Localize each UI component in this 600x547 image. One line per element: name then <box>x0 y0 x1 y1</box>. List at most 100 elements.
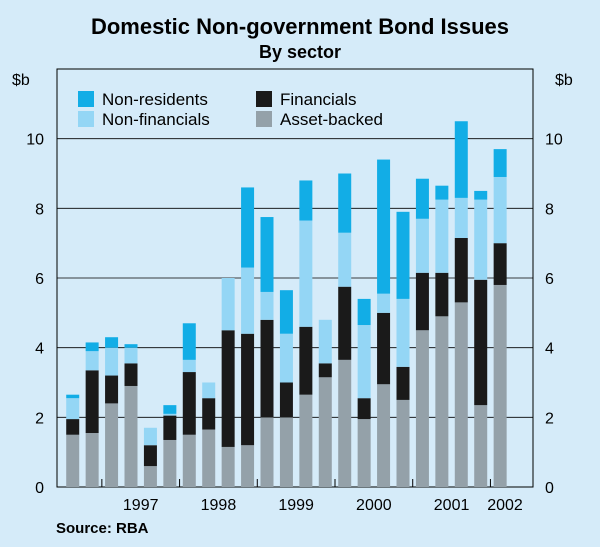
bar-financials-2000-q1 <box>338 286 352 360</box>
x-label-2001: 2001 <box>434 497 470 514</box>
bar-non-financials-1999-q2 <box>279 333 293 383</box>
bar-asset-backed-2000-q2 <box>357 419 371 487</box>
bar-financials-1997-q2 <box>124 363 138 386</box>
bar-financials-2001-q2 <box>435 272 449 317</box>
legend-swatch-non-residents <box>78 91 94 107</box>
bar-non-residents-2000-q2 <box>357 298 371 326</box>
y-axis-unit-right: $b <box>555 72 573 89</box>
legend-swatch-asset-backed <box>256 111 272 127</box>
source-note: Source: RBA <box>56 520 149 537</box>
legend-label-asset-backed: Asset-backed <box>280 110 383 129</box>
bar-asset-backed-1999-q3 <box>299 394 313 487</box>
legend-label-non-residents: Non-residents <box>102 90 208 109</box>
bar-non-residents-1998-q1 <box>182 323 196 360</box>
bar-financials-1997-q3 <box>143 445 157 467</box>
x-label-1998: 1998 <box>201 497 237 514</box>
bar-non-financials-2000-q4 <box>396 298 410 367</box>
bar-non-residents-1999-q3 <box>299 180 313 221</box>
bar-non-financials-1997-q1 <box>105 347 119 376</box>
bar-non-financials-2000-q1 <box>338 232 352 287</box>
bar-asset-backed-1998-q3 <box>221 446 235 487</box>
bar-non-financials-1998-q3 <box>221 278 235 331</box>
legend-swatch-non-financials <box>78 111 94 127</box>
y-tick-right: 0 <box>545 480 554 497</box>
bar-asset-backed-2000-q1 <box>338 359 352 487</box>
bar-asset-backed-1998-q1 <box>182 434 196 487</box>
bar-asset-backed-2001-q3 <box>454 302 468 487</box>
bar-non-financials-1997-q3 <box>143 427 157 446</box>
y-tick-left: 2 <box>35 410 44 427</box>
bar-non-residents-1996-q3 <box>66 394 80 399</box>
bar-financials-1996-q3 <box>66 419 80 435</box>
bar-non-financials-2001-q2 <box>435 199 449 273</box>
y-tick-right: 4 <box>545 341 554 358</box>
bar-non-financials-2000-q2 <box>357 325 371 399</box>
bars <box>66 121 507 487</box>
y-tick-right: 8 <box>545 201 554 218</box>
bar-non-residents-2002-q1 <box>493 149 507 177</box>
bar-non-residents-1997-q4 <box>163 405 177 414</box>
bar-financials-2000-q4 <box>396 366 410 400</box>
bar-non-residents-1997-q2 <box>124 344 138 348</box>
bar-asset-backed-1997-q2 <box>124 385 138 487</box>
bar-non-financials-1999-q3 <box>299 220 313 327</box>
bar-non-residents-2001-q2 <box>435 185 449 200</box>
bar-asset-backed-2001-q1 <box>415 330 429 487</box>
bar-non-residents-1999-q1 <box>260 217 274 292</box>
bar-non-financials-1998-q2 <box>202 382 216 399</box>
bar-financials-1997-q4 <box>163 415 177 440</box>
bar-non-financials-1999-q4 <box>318 319 332 364</box>
bar-non-financials-2001-q3 <box>454 197 468 238</box>
y-tick-left: 8 <box>35 201 44 218</box>
x-label-1997: 1997 <box>123 497 159 514</box>
bar-non-financials-2001-q1 <box>415 218 429 273</box>
y-tick-right: 2 <box>545 410 554 427</box>
bar-non-residents-1999-q2 <box>279 290 293 334</box>
bar-non-financials-1997-q2 <box>124 347 138 364</box>
bar-asset-backed-2001-q4 <box>474 405 488 487</box>
bar-financials-1998-q4 <box>241 333 255 446</box>
x-label-2000: 2000 <box>356 497 392 514</box>
bar-non-residents-2001-q4 <box>474 190 488 200</box>
bar-asset-backed-1997-q4 <box>163 439 177 487</box>
bar-asset-backed-2002-q1 <box>493 284 507 487</box>
bar-non-residents-2001-q3 <box>454 121 468 198</box>
y-axis-unit-left: $b <box>12 72 30 89</box>
bar-financials-1999-q4 <box>318 363 332 378</box>
bar-financials-2001-q4 <box>474 279 488 406</box>
bar-non-residents-2001-q1 <box>415 178 429 219</box>
bar-asset-backed-1996-q3 <box>66 434 80 487</box>
bar-asset-backed-1997-q1 <box>105 403 119 487</box>
bar-asset-backed-2000-q4 <box>396 399 410 487</box>
bar-financials-1998-q3 <box>221 330 235 447</box>
bar-asset-backed-1999-q1 <box>260 417 274 487</box>
y-tick-left: 0 <box>35 480 44 497</box>
y-tick-right: 10 <box>545 132 563 149</box>
y-tick-left: 10 <box>26 132 44 149</box>
bar-financials-1998-q1 <box>182 372 196 435</box>
legend-label-non-financials: Non-financials <box>102 110 210 129</box>
bar-financials-1996-q4 <box>85 370 99 434</box>
bar-asset-backed-1999-q2 <box>279 417 293 487</box>
bar-non-financials-1996-q4 <box>85 351 99 371</box>
bar-asset-backed-1998-q2 <box>202 429 216 487</box>
bar-asset-backed-1997-q3 <box>143 466 157 487</box>
bar-asset-backed-1999-q4 <box>318 377 332 487</box>
bar-non-financials-2001-q4 <box>474 199 488 280</box>
y-axis-labels: 0 0 2 2 4 4 6 6 8 8 10 10 <box>26 132 563 497</box>
bar-financials-1997-q1 <box>105 375 119 404</box>
legend-swatch-financials <box>256 91 272 107</box>
bar-non-residents-1996-q4 <box>85 342 99 352</box>
bar-financials-1999-q3 <box>299 326 313 395</box>
x-label-2002: 2002 <box>487 497 523 514</box>
bar-non-residents-2000-q4 <box>396 211 410 299</box>
bar-non-financials-2002-q1 <box>493 176 507 244</box>
bar-non-residents-2000-q3 <box>377 159 391 294</box>
bar-non-residents-2000-q1 <box>338 173 352 233</box>
bar-asset-backed-1998-q4 <box>241 445 255 487</box>
bar-financials-2002-q1 <box>493 243 507 285</box>
x-label-1999: 1999 <box>278 497 314 514</box>
bar-non-financials-1996-q3 <box>66 398 80 420</box>
y-tick-left: 6 <box>35 271 44 288</box>
y-tick-left: 4 <box>35 341 44 358</box>
